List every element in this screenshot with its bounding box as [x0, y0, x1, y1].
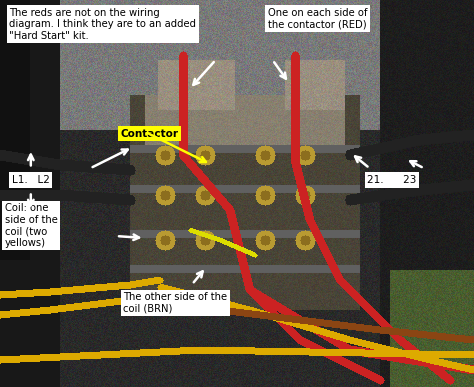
Text: Contactor: Contactor: [121, 128, 179, 139]
Text: One on each side of
the contactor (RED): One on each side of the contactor (RED): [268, 8, 367, 29]
Text: The other side of the
coil (BRN): The other side of the coil (BRN): [123, 292, 228, 314]
Text: Coil: one
side of the
coil (two
yellows): Coil: one side of the coil (two yellows): [5, 203, 58, 248]
Text: 21.      23: 21. 23: [367, 175, 417, 185]
Text: L1.   L2: L1. L2: [12, 175, 50, 185]
Text: The reds are not on the wiring
diagram. I think they are to an added
"Hard Start: The reds are not on the wiring diagram. …: [9, 8, 197, 41]
